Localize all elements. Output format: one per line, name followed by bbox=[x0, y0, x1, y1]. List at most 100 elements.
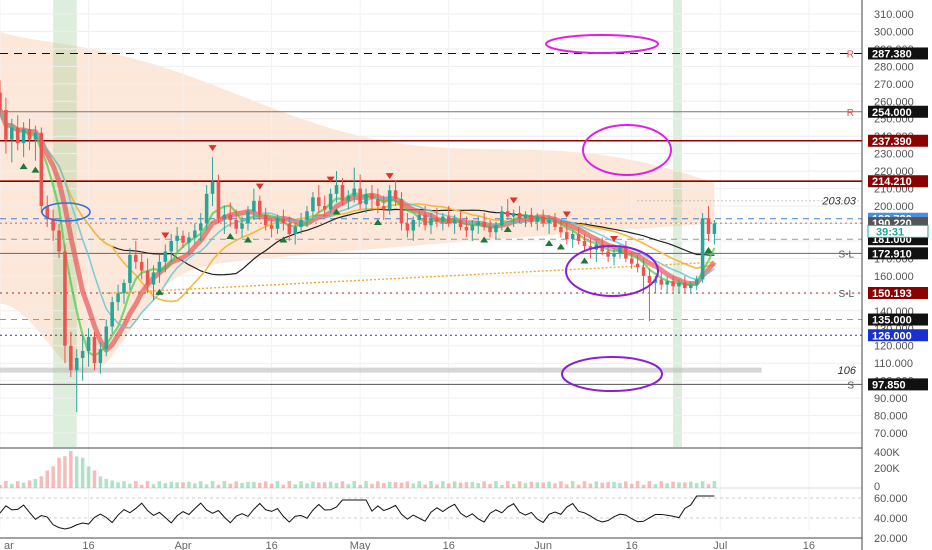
volume-bar bbox=[193, 483, 197, 488]
sell-marker bbox=[208, 145, 217, 152]
volume-bar bbox=[588, 483, 593, 488]
volume-bar bbox=[358, 484, 362, 488]
volume-bar bbox=[15, 481, 20, 488]
candle-body bbox=[63, 251, 67, 346]
volume-bar bbox=[541, 482, 545, 488]
candle-body bbox=[134, 254, 138, 262]
volume-bar bbox=[275, 481, 280, 488]
volume-bar bbox=[0, 484, 2, 488]
candle-body bbox=[435, 218, 439, 222]
price-tick-label: 120.000 bbox=[874, 341, 914, 353]
candle-body bbox=[193, 230, 197, 238]
candle-body bbox=[624, 247, 628, 259]
volume-bar bbox=[33, 479, 38, 488]
volume-bar bbox=[476, 482, 481, 488]
candle-body bbox=[116, 293, 120, 303]
volume-bar bbox=[559, 481, 563, 488]
volume-bar bbox=[252, 482, 256, 488]
volume-bar bbox=[311, 481, 315, 488]
buy-marker bbox=[31, 166, 40, 173]
volume-bar bbox=[423, 484, 427, 488]
candle-body bbox=[647, 275, 652, 283]
candle-body bbox=[352, 188, 357, 196]
volume-bar bbox=[677, 482, 681, 488]
candle-body bbox=[110, 302, 114, 327]
level-price-label: 254.000 bbox=[872, 107, 912, 119]
candle-body bbox=[393, 190, 398, 200]
candle-body bbox=[429, 218, 433, 226]
price-axis[interactable]: 70.00080.00090.000100.000110.000120.0001… bbox=[861, 0, 932, 550]
candle-body bbox=[263, 214, 268, 226]
candle-body bbox=[340, 185, 345, 201]
ma-red bbox=[0, 109, 717, 353]
candle-body bbox=[683, 282, 687, 289]
candle-body bbox=[92, 336, 97, 364]
candle-body bbox=[629, 258, 634, 264]
annotation-label: 106 bbox=[838, 365, 857, 377]
candle-body bbox=[98, 349, 103, 364]
candle-body bbox=[252, 200, 256, 212]
volume-bar bbox=[169, 481, 173, 488]
candle-body bbox=[476, 221, 481, 226]
volume-bar bbox=[689, 481, 693, 488]
candle-body bbox=[51, 218, 55, 231]
candle-body bbox=[370, 193, 374, 200]
level-price-tag bbox=[868, 329, 928, 342]
time-tick-label: May bbox=[350, 540, 371, 550]
volume-bar bbox=[98, 476, 103, 488]
candle-body bbox=[482, 221, 486, 227]
candle-body bbox=[417, 214, 421, 221]
volume-bar bbox=[92, 470, 97, 488]
candle-body bbox=[523, 214, 528, 219]
candle-body bbox=[576, 233, 581, 241]
candle-body bbox=[712, 223, 717, 234]
sell-marker bbox=[610, 235, 619, 242]
candle-body bbox=[328, 193, 333, 210]
ma-orange bbox=[0, 109, 715, 303]
volume-bar bbox=[228, 483, 233, 488]
volume-bar bbox=[641, 484, 646, 488]
price-tick-label: 110.000 bbox=[874, 358, 913, 370]
buy-marker bbox=[503, 226, 512, 233]
candle-body bbox=[559, 226, 563, 233]
buy-marker bbox=[480, 236, 489, 243]
volume-bar bbox=[287, 481, 292, 488]
candle-body bbox=[505, 211, 510, 217]
volume-bar bbox=[74, 456, 79, 488]
candle-body bbox=[228, 214, 233, 221]
candle-body bbox=[612, 253, 616, 257]
rsi-tick-label: 40.000 bbox=[874, 513, 908, 525]
candle-body bbox=[547, 220, 551, 224]
volume-bar bbox=[594, 481, 599, 488]
candle-body bbox=[606, 251, 610, 257]
candle-body bbox=[423, 214, 427, 226]
level-price-tag bbox=[868, 47, 928, 60]
volume-bar bbox=[387, 481, 392, 488]
level-price-label: 287.380 bbox=[872, 48, 912, 60]
candle-body bbox=[299, 220, 303, 227]
volume-bar bbox=[500, 484, 504, 488]
volume-bar bbox=[86, 466, 91, 488]
buy-marker bbox=[279, 236, 288, 243]
volume-bar bbox=[435, 484, 439, 488]
candle-body bbox=[80, 350, 85, 358]
volume-bar bbox=[505, 481, 510, 488]
time-axis[interactable]: ar 16 Apr 16 May 16 Jun 16 Jul 16 bbox=[0, 537, 862, 550]
time-tick-label: 16 bbox=[265, 540, 277, 550]
candle-body bbox=[659, 279, 664, 285]
candle-body bbox=[246, 211, 250, 224]
volume-bar bbox=[305, 483, 309, 488]
candle-body bbox=[665, 281, 669, 285]
volume-bar bbox=[110, 480, 114, 488]
candle-body bbox=[198, 223, 203, 231]
rsi-pane bbox=[0, 495, 862, 530]
volume-bar bbox=[10, 483, 14, 488]
price-tick-label: 80.000 bbox=[874, 411, 908, 423]
candle-body bbox=[157, 261, 162, 273]
candle-body bbox=[322, 206, 327, 210]
candle-body bbox=[364, 193, 368, 205]
volume-bar bbox=[69, 451, 73, 488]
candle-body bbox=[45, 206, 50, 219]
sell-marker bbox=[255, 183, 264, 190]
